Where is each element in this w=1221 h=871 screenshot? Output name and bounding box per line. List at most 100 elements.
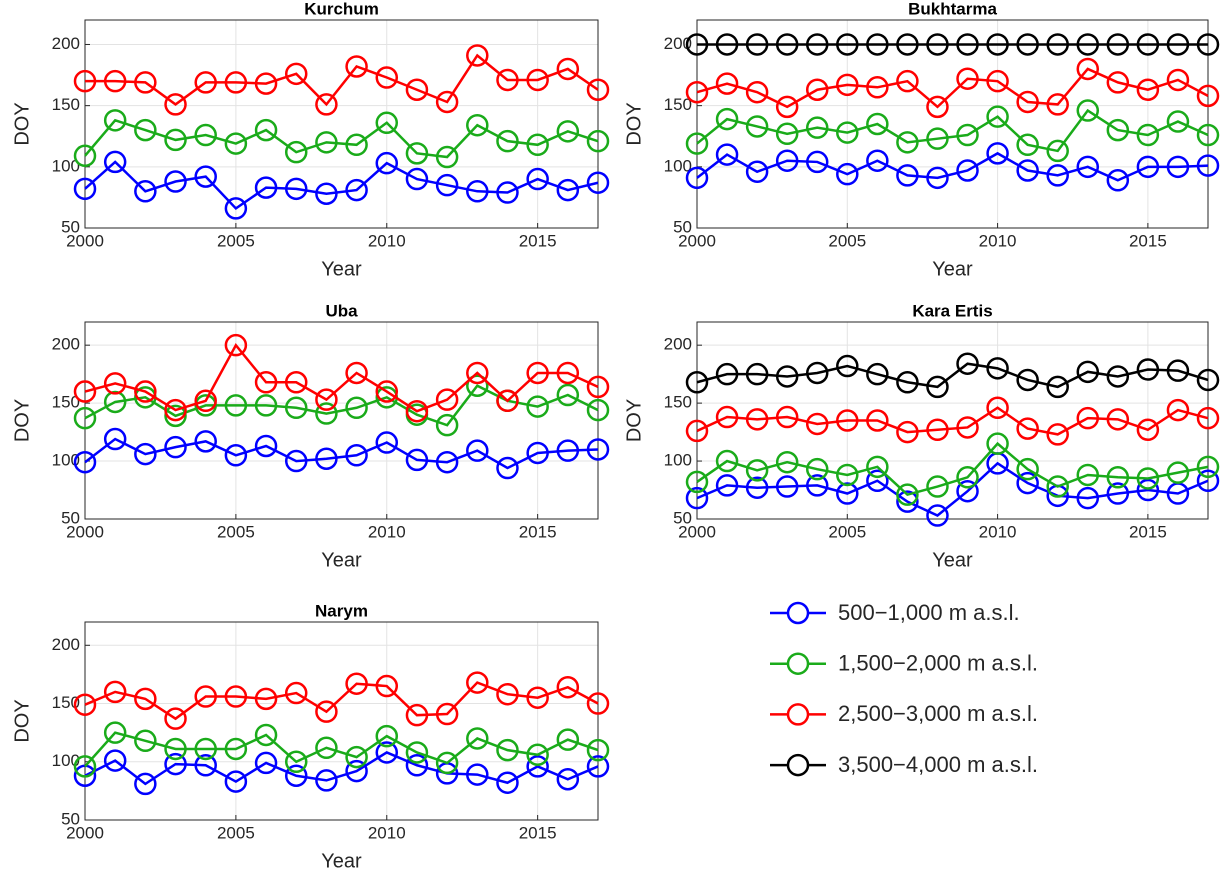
x-tick-label: 2010 xyxy=(368,522,406,541)
series-line xyxy=(84,160,599,211)
data-point xyxy=(586,738,610,762)
y-tick-label: 100 xyxy=(52,751,80,770)
data-point xyxy=(1196,33,1220,56)
panel: 50 100 150 200 2000 2005 2010 2015 Narym Year DOY xyxy=(11,601,610,871)
x-tick-label: 2005 xyxy=(217,522,255,541)
data-point xyxy=(715,143,739,166)
data-point xyxy=(526,167,549,191)
x-tick-label: 2010 xyxy=(368,231,406,250)
data-point xyxy=(956,352,979,375)
data-point xyxy=(1196,123,1220,147)
y-tick-label: 50 xyxy=(673,217,692,236)
data-point xyxy=(1166,461,1190,484)
data-point xyxy=(685,166,709,190)
data-point xyxy=(1196,455,1220,479)
data-point xyxy=(345,745,368,769)
y-axis-label: DOY xyxy=(623,399,645,442)
data-point xyxy=(926,127,949,150)
data-point xyxy=(866,33,889,56)
data-point xyxy=(526,395,549,418)
data-point xyxy=(164,170,187,193)
data-point xyxy=(254,176,278,199)
data-point xyxy=(73,380,97,403)
data-point xyxy=(496,738,519,762)
series-line xyxy=(696,441,1209,497)
data-point xyxy=(896,33,919,56)
data-point xyxy=(194,430,217,453)
data-point xyxy=(1016,90,1039,114)
panel: 50 100 150 200 2000 2005 2010 2015 Uba Year DOY xyxy=(11,301,610,571)
series-line xyxy=(696,67,1209,109)
series-line xyxy=(696,406,1209,436)
x-axis-label: Year xyxy=(321,549,362,571)
data-point xyxy=(836,162,859,186)
data-point xyxy=(715,33,739,56)
data-point xyxy=(103,390,127,414)
data-point xyxy=(435,413,459,437)
data-point xyxy=(805,78,829,101)
data-point xyxy=(405,703,429,727)
data-point xyxy=(224,132,248,155)
data-point xyxy=(194,389,217,413)
data-point xyxy=(1046,139,1069,163)
data-point xyxy=(745,476,769,499)
data-point xyxy=(1046,93,1069,116)
y-tick-label: 100 xyxy=(52,451,80,470)
data-point xyxy=(986,432,1009,455)
data-point xyxy=(715,449,739,473)
data-point xyxy=(1046,475,1069,498)
data-point xyxy=(284,62,308,86)
data-point xyxy=(224,197,248,220)
data-point xyxy=(1046,375,1069,399)
plot-area xyxy=(85,20,598,228)
data-point xyxy=(896,164,919,187)
data-point xyxy=(1136,155,1160,179)
data-point xyxy=(1166,110,1190,133)
y-tick-label: 100 xyxy=(664,451,692,470)
data-point xyxy=(194,71,217,94)
data-point xyxy=(556,675,580,699)
chart-title: Uba xyxy=(325,301,358,320)
data-point xyxy=(254,118,278,142)
x-axis-label: Year xyxy=(932,258,973,280)
y-tick-label: 150 xyxy=(664,393,692,412)
data-point xyxy=(1076,33,1100,56)
data-point xyxy=(224,394,248,417)
data-point xyxy=(224,685,248,708)
data-point xyxy=(345,178,368,202)
data-point xyxy=(345,672,368,695)
data-point xyxy=(103,427,127,451)
data-point xyxy=(1106,71,1130,94)
data-point xyxy=(926,418,949,442)
data-point xyxy=(194,754,217,777)
data-point xyxy=(926,33,949,56)
data-point xyxy=(73,450,97,474)
data-point xyxy=(1166,359,1190,382)
data-point xyxy=(866,469,889,493)
data-point xyxy=(586,692,610,715)
y-axis-label: DOY xyxy=(623,102,645,145)
data-point xyxy=(685,132,709,155)
legend-label: 2,500−3,000 m a.s.l. xyxy=(838,701,1038,726)
data-point xyxy=(896,69,919,93)
x-tick-label: 2005 xyxy=(828,231,866,250)
chart-title: Kurchum xyxy=(304,0,379,18)
legend-label: 3,500−4,000 m a.s.l. xyxy=(838,752,1038,777)
data-point xyxy=(715,362,739,386)
data-point xyxy=(284,764,308,787)
series-line xyxy=(84,384,599,427)
data-point xyxy=(1106,169,1130,192)
data-point xyxy=(405,741,429,764)
data-point xyxy=(1136,478,1160,502)
data-point xyxy=(956,479,979,503)
data-point xyxy=(556,383,580,407)
data-point xyxy=(224,737,248,761)
plot-area xyxy=(697,322,1208,519)
data-point xyxy=(1166,155,1190,179)
data-point xyxy=(1196,368,1220,392)
data-point xyxy=(926,95,949,119)
data-point xyxy=(805,150,829,174)
data-point xyxy=(164,398,187,422)
data-point xyxy=(103,749,127,772)
